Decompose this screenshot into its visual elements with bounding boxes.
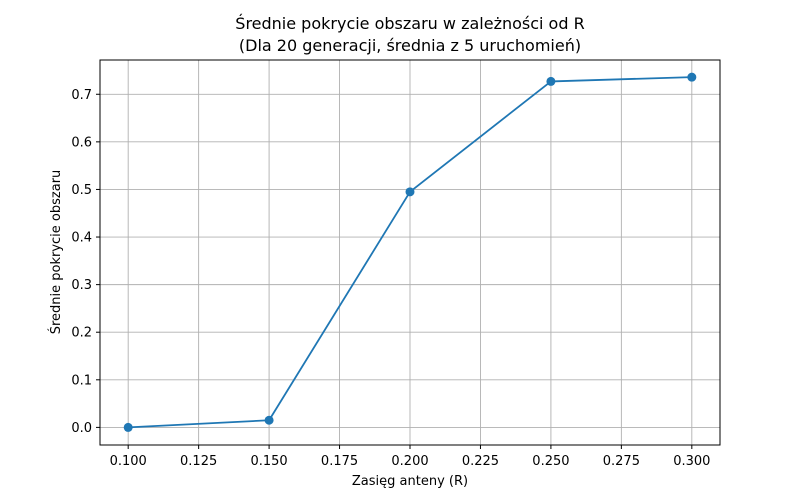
- chart-subtitle: (Dla 20 generacji, średnia z 5 uruchomie…: [239, 36, 581, 55]
- series: [123, 72, 697, 432]
- y-tick-label: 0.7: [71, 88, 92, 103]
- data-point: [546, 76, 556, 86]
- x-tick-label: 0.275: [603, 454, 640, 469]
- data-point: [687, 72, 697, 82]
- y-axis-label: Średnie pokrycie obszaru: [48, 170, 64, 335]
- x-tick-label: 0.125: [180, 454, 217, 469]
- plot-frame: [99, 59, 721, 446]
- x-tick-label: 0.200: [391, 454, 428, 469]
- y-tick-label: 0.2: [71, 326, 92, 341]
- x-axis-label: Zasięg anteny (R): [352, 474, 468, 489]
- x-tick-label: 0.300: [673, 454, 710, 469]
- y-tick-label: 0.5: [71, 183, 92, 198]
- x-tick-label: 0.250: [532, 454, 569, 469]
- x-axis-ticks: 0.100 0.125 0.150 0.175 0.200 0.225 0.250 0.275…: [110, 445, 710, 469]
- x-tick-label: 0.150: [250, 454, 287, 469]
- x-tick-label: 0.175: [321, 454, 358, 469]
- y-tick-label: 0.6: [71, 135, 92, 150]
- chart-title: Średnie pokrycie obszaru w zależności od…: [235, 14, 584, 33]
- x-tick-label: 0.100: [110, 454, 147, 469]
- data-point: [123, 422, 133, 432]
- y-tick-label: 0.4: [71, 231, 92, 246]
- data-point: [264, 415, 274, 425]
- grid: [100, 60, 720, 445]
- data-point: [405, 187, 415, 197]
- x-tick-label: 0.225: [462, 454, 499, 469]
- y-axis-ticks: 0.0 0.1 0.2 0.3 0.4 0.5 0.6 0.7: [71, 88, 100, 436]
- y-tick-label: 0.0: [71, 421, 92, 436]
- y-tick-label: 0.1: [71, 373, 92, 388]
- y-tick-label: 0.3: [71, 278, 92, 293]
